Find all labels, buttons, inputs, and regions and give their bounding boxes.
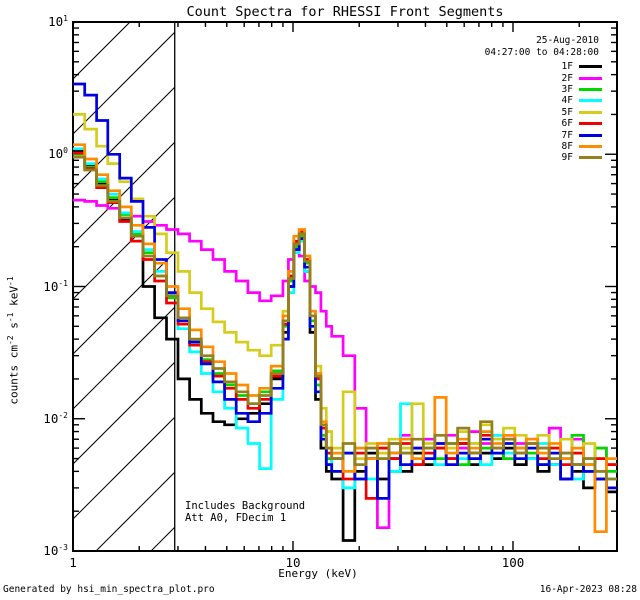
series-line-6F [73, 151, 617, 500]
y-tick-label-10e-3: 10-3 [43, 542, 68, 558]
legend-item-6F: 6F [562, 118, 602, 129]
y-axis-label: counts cm-2 s-1 keV-1 [5, 276, 21, 405]
legend-item-1F: 1F [562, 61, 602, 72]
legend-item-9F: 9F [562, 152, 602, 163]
legend-item-2F: 2F [562, 72, 602, 83]
legend-label-5F: 5F [561, 106, 573, 118]
legend-swatch-9F [579, 156, 602, 160]
plot-frame [72, 21, 618, 552]
legend-label-9F: 9F [561, 152, 573, 164]
legend-label-7F: 7F [561, 129, 573, 141]
legend-item-8F: 8F [562, 141, 602, 152]
series-line-1F [73, 150, 617, 542]
series-line-8F [73, 143, 617, 534]
legend-swatch-7F [579, 133, 602, 137]
legend-swatch-5F [579, 110, 602, 114]
y-tick-label-10e-2: 10-2 [43, 410, 68, 426]
legend-swatch-3F [579, 87, 602, 91]
x-tick-label-10: 10 [285, 555, 301, 570]
y-tick-label-10e1: 101 [48, 13, 68, 29]
plot-annotation: Includes Background Att A0, FDecim 1 [185, 500, 306, 524]
series-line-9F [73, 155, 617, 481]
legend-label-8F: 8F [561, 140, 573, 152]
legend-label-6F: 6F [561, 118, 573, 130]
legend-time-range: 04:27:00 to 04:28:00 [484, 47, 599, 58]
legend-swatch-2F [579, 76, 602, 80]
legend-label-2F: 2F [561, 72, 573, 84]
legend-item-5F: 5F [562, 107, 602, 118]
legend-label-1F: 1F [561, 61, 573, 73]
footer-timestamp: 16-Apr-2023 08:28 [539, 584, 637, 595]
legend-item-7F: 7F [562, 129, 602, 140]
x-axis-label: Energy (keV) [278, 567, 358, 580]
legend-swatch-8F [579, 144, 602, 148]
legend-item-3F: 3F [562, 84, 602, 95]
y-tick-label-10e0: 100 [48, 146, 68, 162]
hatched-attenuation-region [73, 22, 175, 551]
x-tick-label-1: 1 [69, 555, 77, 570]
spectra-series-group [73, 82, 617, 542]
legend-date: 25-Aug-2010 [536, 35, 599, 46]
plot-title: Count Spectra for RHESSI Front Segments [186, 4, 504, 20]
legend-swatch-1F [579, 65, 602, 69]
x-tick-label-100: 100 [501, 555, 525, 570]
legend-label-4F: 4F [561, 95, 573, 107]
legend: 1F 2F 3F 4F 5F 6F 7F 8F 9F [562, 61, 602, 164]
annotation-background: Includes Background [185, 500, 306, 512]
annotation-attenuator: Att A0, FDecim 1 [185, 511, 287, 524]
legend-label-3F: 3F [561, 83, 573, 95]
legend-swatch-6F [579, 122, 602, 126]
footer-generator-text: Generated by hsi_min_spectra_plot.pro [3, 584, 215, 595]
legend-item-4F: 4F [562, 95, 602, 106]
y-tick-label-10e-1: 10-1 [43, 278, 68, 294]
legend-swatch-4F [579, 99, 602, 103]
